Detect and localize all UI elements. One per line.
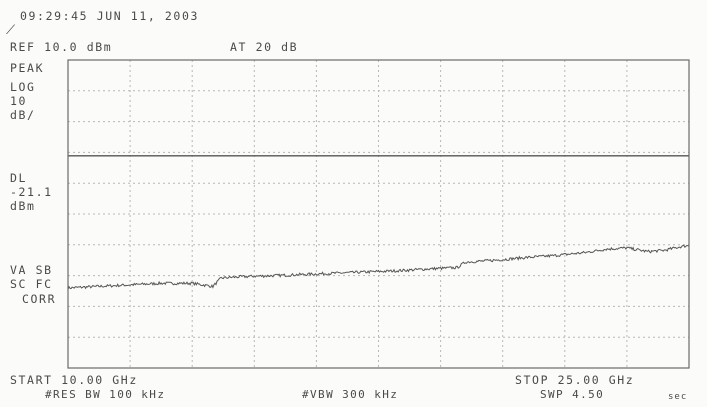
scale-label-line2: 10	[10, 94, 28, 108]
flags-line3: CORR	[22, 292, 57, 306]
flags-line1: VA SB	[10, 263, 53, 277]
plot-frame	[67, 59, 690, 369]
pen-mark-icon: ⟋	[6, 23, 17, 38]
start-frequency: START 10.00 GHz	[10, 373, 138, 387]
scale-label-line1: LOG	[10, 80, 36, 94]
display-line-unit: dBm	[10, 199, 36, 213]
scale-label-line3: dB/	[10, 108, 36, 122]
attenuation: AT 20 dB	[230, 40, 299, 54]
spectrum-trace	[67, 244, 690, 290]
display-line-label: DL	[10, 171, 28, 185]
resolution-bandwidth: #RES BW 100 kHz	[45, 388, 166, 401]
reference-level: REF 10.0 dBm	[10, 40, 113, 54]
flags-line2: SC FC	[10, 277, 53, 291]
sweep-time: SWP 4.50	[540, 388, 605, 401]
detector-label: PEAK	[10, 61, 45, 75]
graticule	[68, 60, 689, 368]
stop-frequency: STOP 25.00 GHz	[515, 373, 635, 387]
sweep-time-unit: sec	[668, 392, 688, 402]
timestamp: 09:29:45 JUN 11, 2003	[20, 9, 199, 23]
video-bandwidth: #VBW 300 kHz	[302, 388, 399, 401]
display-line-value: -21.1	[10, 185, 53, 199]
